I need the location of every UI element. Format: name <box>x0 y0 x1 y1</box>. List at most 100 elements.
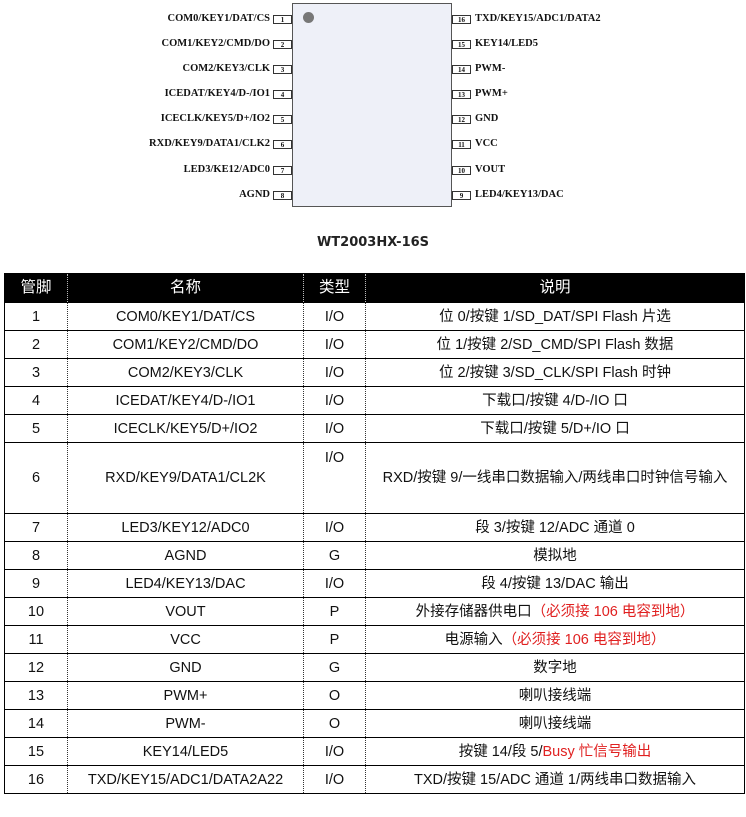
cell-desc: 按键 14/段 5/Busy 忙信号输出 <box>365 737 745 766</box>
pin-number-box: 13 <box>452 89 471 99</box>
pin-number-box: 2 <box>273 39 292 49</box>
cell-type: G <box>303 653 366 682</box>
cell-name: COM0/KEY1/DAT/CS <box>67 302 304 331</box>
table-row: 2 COM1/KEY2/CMD/DO I/O 位 1/按键 2/SD_CMD/S… <box>4 330 745 359</box>
pin-label: COM0/KEY1/DAT/CS <box>167 13 270 24</box>
cell-pin: 12 <box>4 653 68 682</box>
table-row: 4 ICEDAT/KEY4/D-/IO1 I/O 下载口/按键 4/D-/IO … <box>4 386 745 415</box>
cell-pin: 5 <box>4 414 68 443</box>
cell-pin: 11 <box>4 625 68 654</box>
cell-pin: 15 <box>4 737 68 766</box>
cell-type: I/O <box>303 513 366 542</box>
cell-name: GND <box>67 653 304 682</box>
cell-desc: 下载口/按键 4/D-/IO 口 <box>365 386 745 415</box>
cell-pin: 9 <box>4 569 68 598</box>
cell-name: COM2/KEY3/CLK <box>67 358 304 387</box>
cell-pin: 13 <box>4 681 68 710</box>
cell-name: AGND <box>67 541 304 570</box>
desc-text: 数字地 <box>533 659 577 676</box>
cell-type: O <box>303 681 366 710</box>
table-row: 6 RXD/KEY9/DATA1/CL2K I/O RXD/按键 9/一线串口数… <box>4 442 745 514</box>
cell-desc: RXD/按键 9/一线串口数据输入/两线串口时钟信号输入 <box>365 442 745 514</box>
cell-pin: 2 <box>4 330 68 359</box>
cell-desc: TXD/按键 15/ADC 通道 1/两线串口数据输入 <box>365 765 745 794</box>
cell-type: I/O <box>303 414 366 443</box>
desc-text: 段 4/按键 13/DAC 输出 <box>481 575 629 592</box>
cell-desc: 下载口/按键 5/D+/IO 口 <box>365 414 745 443</box>
table-header: 管脚 名称 类型 说明 <box>4 273 745 303</box>
header-type: 类型 <box>303 273 366 303</box>
cell-name: VCC <box>67 625 304 654</box>
desc-warning: （必须接 106 电容到地） <box>502 631 666 648</box>
cell-pin: 14 <box>4 709 68 738</box>
pin-label: ICECLK/KEY5/D+/IO2 <box>160 113 270 124</box>
cell-name: RXD/KEY9/DATA1/CL2K <box>67 442 304 514</box>
table-row: 10 VOUT P 外接存储器供电口（必须接 106 电容到地） <box>4 597 745 626</box>
pin-number-box: 5 <box>273 114 292 124</box>
cell-desc: 喇叭接线端 <box>365 681 745 710</box>
cell-desc: 外接存储器供电口（必须接 106 电容到地） <box>365 597 745 626</box>
pin-number-box: 15 <box>452 39 471 49</box>
pin-number-box: 10 <box>452 165 471 175</box>
table-row: 13 PWM+ O 喇叭接线端 <box>4 681 745 710</box>
cell-type: I/O <box>303 737 366 766</box>
pin-label: PWM- <box>475 63 506 74</box>
table-row: 5 ICECLK/KEY5/D+/IO2 I/O 下载口/按键 5/D+/IO … <box>4 414 745 443</box>
table-row: 7 LED3/KEY12/ADC0 I/O 段 3/按键 12/ADC 通道 0 <box>4 513 745 542</box>
pin-label: KEY14/LED5 <box>475 38 539 49</box>
cell-pin: 16 <box>4 765 68 794</box>
cell-name: COM1/KEY2/CMD/DO <box>67 330 304 359</box>
pin-label: VOUT <box>475 164 506 175</box>
pin-label: LED4/KEY13/DAC <box>475 189 564 200</box>
table-row: 3 COM2/KEY3/CLK I/O 位 2/按键 3/SD_CLK/SPI … <box>4 358 745 387</box>
cell-name: KEY14/LED5 <box>67 737 304 766</box>
cell-name: ICECLK/KEY5/D+/IO2 <box>67 414 304 443</box>
pin-label: GND <box>475 113 499 124</box>
cell-desc: 段 4/按键 13/DAC 输出 <box>365 569 745 598</box>
pin-label: TXD/KEY15/ADC1/DATA2 <box>475 13 601 24</box>
chip-title: WT2003HX-16S <box>316 235 430 250</box>
cell-name: LED3/KEY12/ADC0 <box>67 513 304 542</box>
pin-label: LED3/KE12/ADC0 <box>183 164 270 175</box>
desc-text: RXD/按键 9/一线串口数据输入/两线串口时钟信号输入 <box>382 470 728 486</box>
pin-label: COM1/KEY2/CMD/DO <box>161 38 271 49</box>
desc-text: 位 2/按键 3/SD_CLK/SPI Flash 时钟 <box>438 364 672 381</box>
header-name: 名称 <box>67 273 304 303</box>
pin1-marker-dot <box>303 12 314 23</box>
cell-desc: 数字地 <box>365 653 745 682</box>
pin-label: PWM+ <box>475 88 508 99</box>
pin-number-box: 8 <box>273 190 292 200</box>
pin-number-box: 1 <box>273 14 292 24</box>
chip-body <box>292 3 452 207</box>
desc-text: TXD/按键 15/ADC 通道 1/两线串口数据输入 <box>414 771 696 788</box>
pin-label: ICEDAT/KEY4/D-/IO1 <box>164 88 270 99</box>
header-desc: 说明 <box>365 273 745 303</box>
desc-text: 电源输入 <box>444 631 503 648</box>
pin-number-box: 11 <box>452 139 471 149</box>
pin-number-box: 16 <box>452 14 471 24</box>
desc-text: 段 3/按键 12/ADC 通道 0 <box>475 519 635 536</box>
pin-number-box: 3 <box>273 64 292 74</box>
pin-label: VCC <box>475 138 498 149</box>
desc-text: 位 1/按键 2/SD_CMD/SPI Flash 数据 <box>436 336 674 353</box>
cell-type: I/O <box>303 386 366 415</box>
desc-warning: Busy 忙信号输出 <box>542 743 652 760</box>
cell-desc: 模拟地 <box>365 541 745 570</box>
cell-pin: 3 <box>4 358 68 387</box>
table-row: 8 AGND G 模拟地 <box>4 541 745 570</box>
header-pin: 管脚 <box>4 273 68 303</box>
table-row: 15 KEY14/LED5 I/O 按键 14/段 5/Busy 忙信号输出 <box>4 737 745 766</box>
desc-text: 下载口/按键 5/D+/IO 口 <box>480 420 630 437</box>
cell-type: O <box>303 709 366 738</box>
cell-desc: 电源输入（必须接 106 电容到地） <box>365 625 745 654</box>
table-row: 9 LED4/KEY13/DAC I/O 段 4/按键 13/DAC 输出 <box>4 569 745 598</box>
cell-name: ICEDAT/KEY4/D-/IO1 <box>67 386 304 415</box>
cell-type: G <box>303 541 366 570</box>
desc-text: 模拟地 <box>533 547 577 564</box>
cell-name: PWM+ <box>67 681 304 710</box>
cell-desc: 位 0/按键 1/SD_DAT/SPI Flash 片选 <box>365 302 745 331</box>
cell-name: PWM- <box>67 709 304 738</box>
desc-text: 按键 14/段 5/ <box>458 743 543 760</box>
cell-pin: 4 <box>4 386 68 415</box>
pin-number-box: 12 <box>452 114 471 124</box>
